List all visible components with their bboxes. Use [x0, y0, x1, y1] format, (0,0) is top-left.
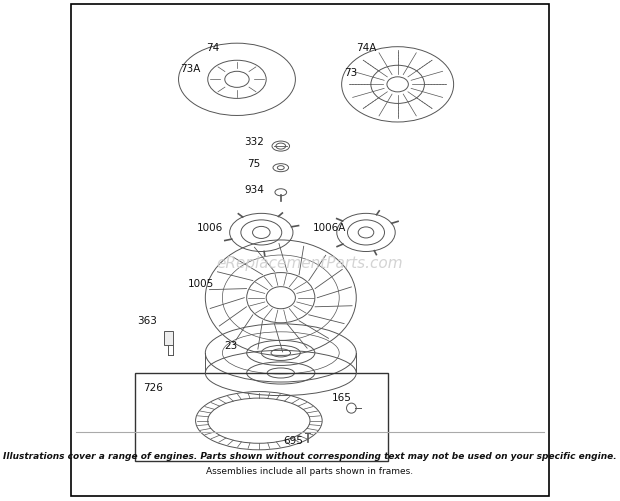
- Text: 74A: 74A: [356, 43, 376, 53]
- Text: 74: 74: [206, 43, 219, 53]
- Text: 23: 23: [224, 341, 237, 351]
- Text: 1005: 1005: [187, 278, 213, 288]
- Text: eReplacementParts.com: eReplacementParts.com: [216, 256, 404, 271]
- Text: 73: 73: [343, 68, 357, 78]
- Text: 695: 695: [283, 435, 303, 445]
- Text: 1006: 1006: [197, 223, 223, 233]
- Text: 726: 726: [143, 382, 163, 392]
- Text: Assemblies include all parts shown in frames.: Assemblies include all parts shown in fr…: [206, 466, 414, 475]
- Text: 1006A: 1006A: [312, 223, 346, 233]
- Text: 75: 75: [247, 159, 260, 169]
- Text: 363: 363: [137, 316, 157, 326]
- Bar: [135, 373, 388, 461]
- Bar: [164, 332, 173, 346]
- Text: Illustrations cover a range of engines. Parts shown without corresponding text m: Illustrations cover a range of engines. …: [3, 451, 617, 460]
- Text: 332: 332: [244, 136, 264, 146]
- Text: 73A: 73A: [180, 64, 201, 74]
- Text: 165: 165: [332, 392, 352, 402]
- Text: 934: 934: [244, 184, 264, 194]
